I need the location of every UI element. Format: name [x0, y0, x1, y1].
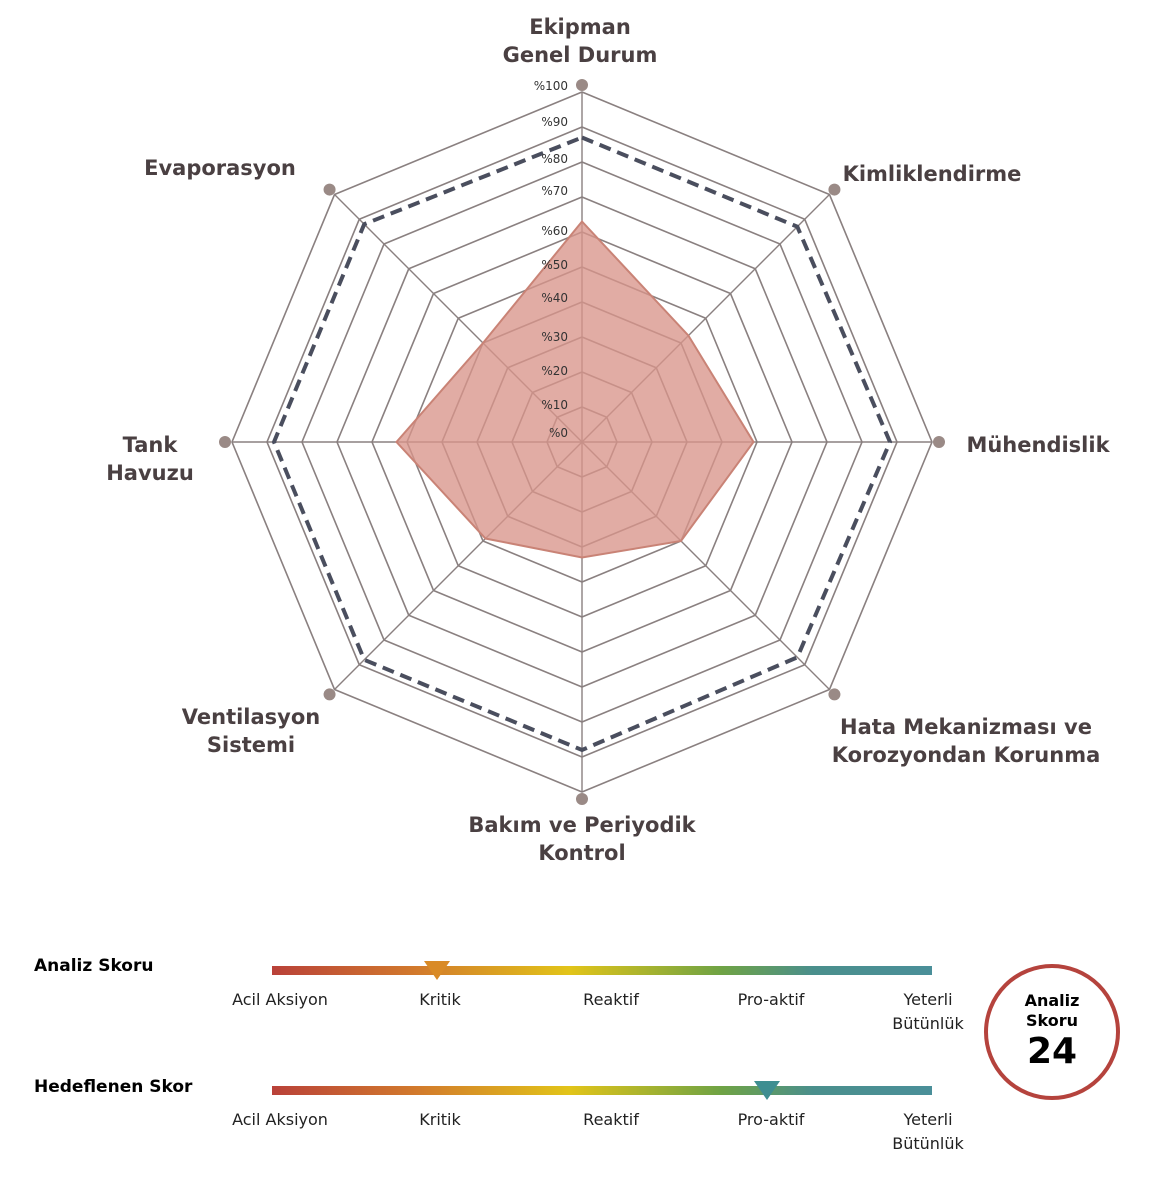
scale-1-label-3-line-0: Pro-aktif: [737, 1110, 805, 1129]
scale-1-label-2: Reaktif: [583, 1108, 639, 1132]
axis-label-6-line-0: Tank: [123, 433, 179, 457]
tick-label-8: %80: [541, 152, 568, 166]
axis-dot-2: [933, 436, 945, 448]
scale-1-label-4-line-0: Yeterli: [903, 1110, 953, 1129]
axis-label-6-line-1: Havuzu: [106, 461, 194, 485]
axis-label-4-line-1: Kontrol: [538, 841, 625, 865]
axis-label-6: Tank Havuzu: [106, 433, 194, 485]
series-0-area: [395, 219, 755, 559]
axis-dot-1: [828, 183, 841, 196]
scale-0-label-0: Acil Aksiyon: [232, 988, 328, 1012]
scale-1-label-4-line-1: Bütünlük: [892, 1134, 964, 1153]
scale-0-label-4: Yeterli Bütünlük: [892, 988, 964, 1036]
axis-label-1: Kimliklendirme: [843, 162, 1022, 186]
hedeflenen-skor-bar: [272, 1086, 932, 1095]
scale-0-label-3: Pro-aktif: [738, 988, 805, 1012]
scale-1-label-3: Pro-aktif: [738, 1108, 805, 1132]
axis-dot-6: [219, 436, 231, 448]
series-1-line: [271, 135, 893, 753]
tick-label-5: %50: [541, 258, 568, 272]
scale-0-label-4-line-0: Yeterli: [903, 990, 953, 1009]
analiz-skoru-title: Analiz Skoru: [34, 956, 154, 976]
scale-1-label-1: Kritik: [419, 1108, 461, 1132]
score-badge-value: 24: [1026, 1031, 1078, 1072]
tick-label-0: %0: [549, 426, 568, 440]
score-badge: Analiz Skoru 24: [984, 964, 1120, 1100]
scale-0-label-1: Kritik: [419, 988, 461, 1012]
axis-label-7: Evaporasyon: [144, 156, 296, 180]
axis-label-3-line-1: Korozyondan Korunma: [832, 743, 1101, 767]
hedeflenen-skor-title: Hedeflenen Skor: [34, 1077, 193, 1097]
radar-chart: %0 %10 %20 %30 %40 %50 %60 %70 %80 %90 %100 Ekipman…: [106, 15, 1110, 865]
analiz-skoru-bar: [272, 966, 932, 975]
axis-label-3: Hata Mekanizması ve Korozyondan Korunma: [832, 715, 1101, 767]
scale-1-label-0: Acil Aksiyon: [232, 1108, 328, 1132]
tick-label-6: %60: [541, 224, 568, 238]
scale-1-label-2-line-0: Reaktif: [583, 1110, 639, 1129]
tick-label-7: %70: [541, 184, 568, 198]
scale-0-label-0-line-0: Acil Aksiyon: [232, 990, 328, 1009]
scale-1-label-0-line-0: Acil Aksiyon: [232, 1110, 328, 1129]
axis-label-4: Bakım ve Periyodik Kontrol: [468, 813, 696, 865]
axis-label-5-line-1: Sistemi: [207, 733, 295, 757]
scale-0-label-2: Reaktif: [583, 988, 639, 1012]
score-badge-title-1: Analiz: [1024, 991, 1080, 1010]
tick-label-10: %100: [534, 79, 568, 93]
scale-0-label-1-line-0: Kritik: [419, 990, 461, 1009]
score-badge-title-2: Skoru: [1025, 1011, 1078, 1030]
hedeflenen-skor-marker: [754, 1081, 780, 1100]
axis-label-2: Mühendislik: [966, 433, 1110, 457]
tick-label-1: %10: [541, 398, 568, 412]
scale-0-label-2-line-0: Reaktif: [583, 990, 639, 1009]
axis-dot-4: [576, 793, 588, 805]
tick-label-9: %90: [541, 115, 568, 129]
axis-dot-5: [323, 688, 336, 701]
tick-label-3: %30: [541, 330, 568, 344]
axis-label-5: Ventilasyon Sistemi: [182, 705, 320, 757]
tick-label-2: %20: [541, 364, 568, 378]
axis-label-0-line-0: Ekipman: [529, 15, 631, 39]
axis-label-0: Ekipman Genel Durum: [503, 15, 658, 67]
scale-1-label-1-line-0: Kritik: [419, 1110, 461, 1129]
scale-0-label-3-line-0: Pro-aktif: [737, 990, 805, 1009]
axis-label-2-line-0: Mühendislik: [966, 433, 1110, 457]
axis-dot-7: [323, 183, 336, 196]
scale-0-label-4-line-1: Bütünlük: [892, 1014, 964, 1033]
axis-dot-3: [828, 688, 841, 701]
axis-label-3-line-0: Hata Mekanizması ve: [840, 715, 1092, 739]
analiz-skoru-marker: [424, 961, 450, 980]
axis-label-5-line-0: Ventilasyon: [182, 705, 320, 729]
axis-label-1-line-0: Kimliklendirme: [843, 162, 1022, 186]
axis-label-7-line-0: Evaporasyon: [144, 156, 296, 180]
axis-label-4-line-0: Bakım ve Periyodik: [468, 813, 696, 837]
axis-dot-0: [576, 79, 588, 91]
tick-label-4: %40: [541, 291, 568, 305]
scale-1-label-4: Yeterli Bütünlük: [892, 1108, 964, 1156]
axis-label-0-line-1: Genel Durum: [503, 43, 658, 67]
